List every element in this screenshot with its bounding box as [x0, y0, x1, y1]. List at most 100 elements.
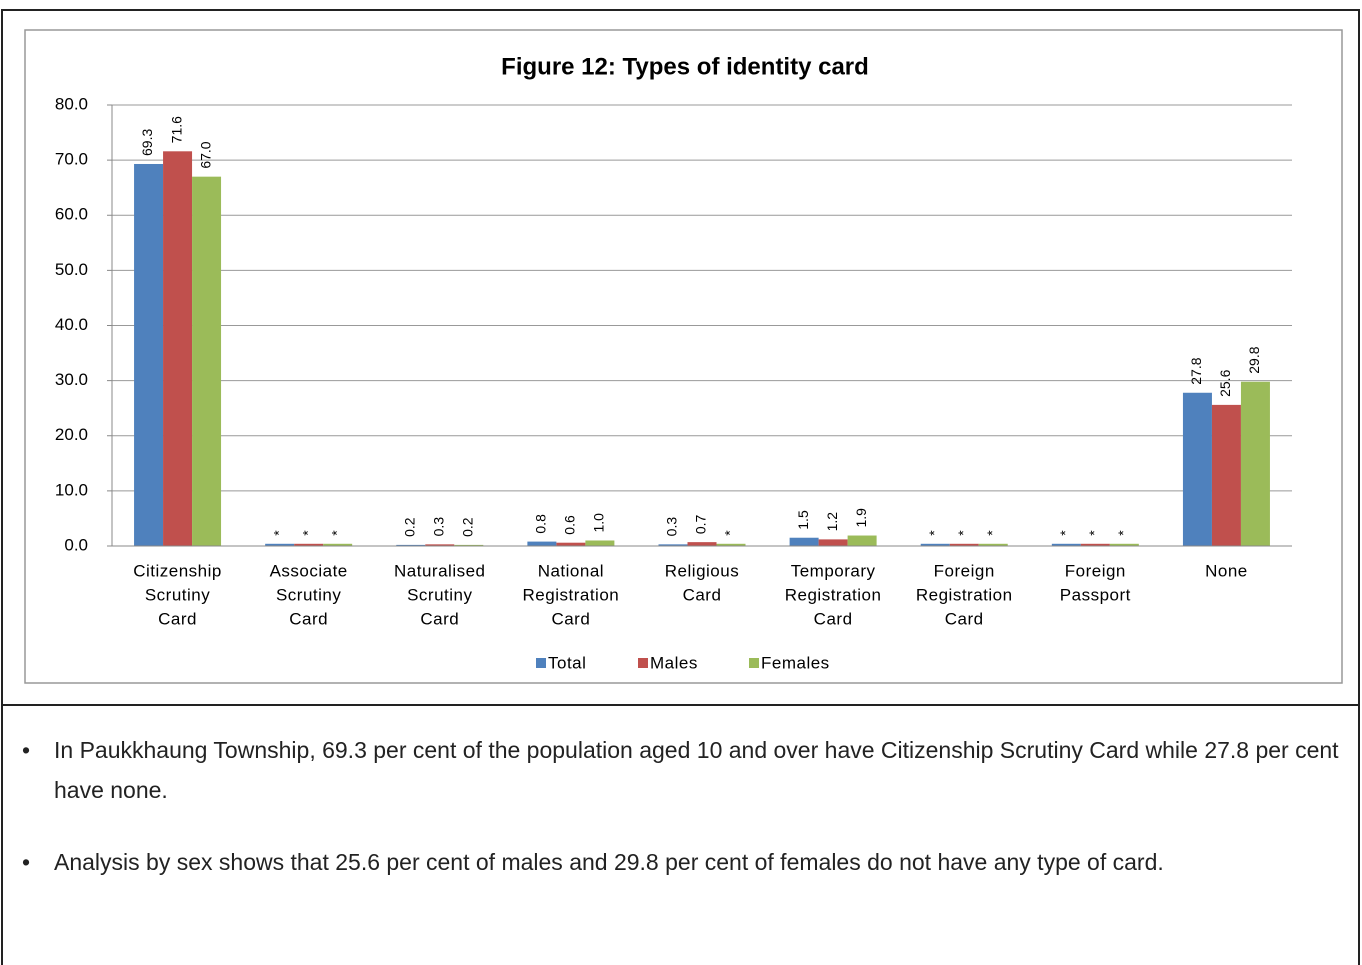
value-label: 0.6	[562, 515, 578, 535]
bar	[949, 543, 979, 546]
legend-swatch	[536, 658, 546, 668]
bar	[134, 163, 164, 546]
value-label: 1.5	[795, 510, 811, 530]
bar	[556, 542, 586, 546]
x-tick-label: Card	[158, 609, 197, 628]
value-label: 0.3	[664, 517, 680, 537]
value-label: *	[1057, 530, 1073, 536]
x-tick-label: Naturalised	[394, 561, 486, 580]
value-label: *	[955, 530, 971, 536]
legend-swatch	[638, 658, 648, 668]
value-label: 69.3	[139, 129, 155, 156]
notes: In Paukkhaung Township, 69.3 per cent of…	[0, 712, 1362, 882]
x-tick-label: Card	[945, 609, 984, 628]
value-label: *	[299, 530, 315, 536]
bar	[425, 544, 455, 546]
bar	[920, 543, 950, 546]
value-label: 0.3	[430, 517, 446, 537]
bar	[847, 535, 877, 546]
x-tick-label: Card	[289, 609, 328, 628]
legend-label: Females	[761, 653, 830, 672]
bar	[396, 544, 426, 546]
value-label: 25.6	[1217, 369, 1233, 396]
bar	[163, 151, 193, 546]
bar	[265, 543, 295, 546]
legend-swatch	[749, 658, 759, 668]
chart-title: Figure 12: Types of identity card	[501, 53, 869, 80]
y-tick-label: 70.0	[55, 150, 88, 169]
bar	[818, 539, 848, 546]
y-tick-label: 50.0	[55, 260, 88, 279]
x-tick-label: Card	[683, 585, 722, 604]
value-label: 0.2	[459, 517, 475, 537]
bar	[454, 544, 484, 546]
bar	[789, 537, 819, 546]
x-tick-label: Citizenship	[133, 561, 222, 580]
x-tick-label: Card	[420, 609, 459, 628]
value-label: 0.2	[401, 517, 417, 537]
value-label: 29.8	[1246, 346, 1262, 373]
value-label: *	[1086, 530, 1102, 536]
value-label: *	[328, 530, 344, 536]
value-label: *	[270, 530, 286, 536]
x-tick-label: Registration	[785, 585, 882, 604]
bar	[1182, 392, 1212, 546]
bar	[658, 544, 688, 546]
value-label: 67.0	[197, 141, 213, 168]
value-label: 1.2	[824, 512, 840, 532]
bar	[1051, 543, 1081, 546]
x-tick-label: Associate	[270, 561, 348, 580]
bar	[1240, 381, 1270, 546]
x-tick-label: Card	[551, 609, 590, 628]
value-label: *	[926, 530, 942, 536]
value-label: 71.6	[168, 116, 184, 143]
value-label: 0.8	[533, 514, 549, 534]
outer-frame	[1, 9, 1360, 965]
bar	[294, 543, 324, 546]
value-label: *	[1115, 530, 1131, 536]
x-tick-label: Registration	[916, 585, 1013, 604]
x-tick-label: Scrutiny	[276, 585, 341, 604]
x-tick-label: Religious	[665, 561, 739, 580]
bar	[1211, 404, 1241, 546]
x-tick-label: Card	[814, 609, 853, 628]
bar	[527, 541, 557, 546]
value-label: 0.7	[693, 514, 709, 534]
legend-label: Total	[548, 653, 586, 672]
bar	[1109, 543, 1139, 546]
chart-frame	[24, 29, 1343, 684]
x-tick-label: National	[538, 561, 604, 580]
bar	[687, 542, 717, 546]
x-tick-label: None	[1205, 561, 1248, 580]
x-tick-label: Foreign	[934, 561, 995, 580]
value-label: 1.9	[853, 508, 869, 528]
bar	[192, 176, 222, 546]
bar	[978, 543, 1008, 546]
bar	[1080, 543, 1110, 546]
y-tick-label: 20.0	[55, 425, 88, 444]
y-tick-label: 30.0	[55, 370, 88, 389]
y-tick-label: 80.0	[55, 94, 88, 113]
x-tick-label: Scrutiny	[145, 585, 210, 604]
value-label: *	[984, 530, 1000, 536]
bullet-text: Analysis by sex shows that 25.6 per cent…	[0, 842, 1362, 882]
x-tick-label: Scrutiny	[407, 585, 472, 604]
x-tick-label: Registration	[523, 585, 620, 604]
value-label: 27.8	[1188, 357, 1204, 384]
bar	[716, 543, 746, 546]
y-tick-label: 60.0	[55, 205, 88, 224]
y-tick-label: 0.0	[64, 535, 88, 554]
value-label: 1.0	[591, 513, 607, 533]
value-label: *	[722, 530, 738, 536]
y-tick-label: 10.0	[55, 480, 88, 499]
bullet-text: In Paukkhaung Township, 69.3 per cent of…	[0, 730, 1362, 810]
bar	[585, 540, 615, 546]
y-tick-label: 40.0	[55, 315, 88, 334]
x-tick-label: Foreign	[1065, 561, 1126, 580]
legend-label: Males	[650, 653, 698, 672]
bar	[323, 543, 353, 546]
x-tick-label: Passport	[1060, 585, 1131, 604]
x-tick-label: Temporary	[791, 561, 876, 580]
